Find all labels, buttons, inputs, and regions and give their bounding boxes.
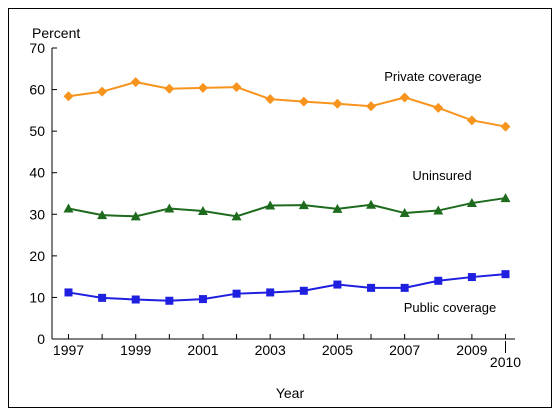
data-point-public-coverage [131,295,140,304]
data-point-public-coverage [501,270,510,279]
data-point-uninsured [265,200,276,210]
series-line-uninsured [68,197,506,218]
data-point-private-coverage [97,86,108,97]
y-tick-label: 40 [29,165,45,181]
data-point-public-coverage [266,288,275,297]
series-label-uninsured: Uninsured [412,168,471,183]
data-point-private-coverage [298,96,309,107]
data-point-private-coverage [197,82,208,93]
data-point-public-coverage [299,286,308,295]
y-tick-label: 20 [29,248,45,264]
y-tick-label: 70 [29,40,45,56]
data-point-uninsured [466,198,477,208]
axes: 0 10 20 30 40 50 60 70 1997 1999 2001 2003 2005 2007 2… [29,40,521,370]
data-point-uninsured [366,199,377,209]
y-tick-label: 30 [29,206,45,222]
data-point-private-coverage [130,77,141,88]
x-tick-label: 2010 [490,354,521,370]
data-point-private-coverage [63,91,74,102]
series-layer [63,77,511,305]
series-line-public-coverage [68,273,506,302]
y-tick-label: 10 [29,289,45,305]
data-point-uninsured [130,211,141,221]
x-tick-label: 2001 [187,342,218,358]
x-tick-label: 2007 [389,342,420,358]
series-label-public-coverage: Public coverage [404,300,497,315]
y-axis-title: Percent [32,25,80,41]
data-point-private-coverage [265,94,276,105]
x-axis-title: Year [276,385,305,401]
data-point-uninsured [63,203,74,213]
data-point-uninsured [97,210,108,220]
data-point-public-coverage [333,280,342,289]
data-point-public-coverage [232,289,241,298]
data-point-public-coverage [98,293,107,302]
x-tick-label: 1999 [120,342,151,358]
data-point-private-coverage [466,115,477,126]
y-tick-label: 50 [29,123,45,139]
data-point-public-coverage [165,296,174,305]
data-point-private-coverage [164,83,175,94]
data-point-private-coverage [399,92,410,103]
series-line-private-coverage [68,81,506,128]
data-point-uninsured [433,205,444,215]
y-tick-label: 60 [29,82,45,98]
x-tick-label: 2003 [255,342,286,358]
data-point-private-coverage [433,102,444,113]
data-point-uninsured [164,203,175,213]
data-point-public-coverage [64,288,73,297]
data-point-uninsured [231,211,242,221]
y-tick-label: 0 [37,331,45,347]
series-label-private-coverage: Private coverage [384,69,482,84]
chart-frame [8,8,552,408]
x-tick-label: 1997 [53,342,84,358]
data-point-private-coverage [332,98,343,109]
data-point-public-coverage [467,273,476,282]
data-point-public-coverage [367,283,376,292]
data-point-uninsured [332,203,343,213]
data-point-public-coverage [400,283,409,292]
data-point-public-coverage [198,295,207,304]
data-point-private-coverage [500,121,511,132]
data-point-uninsured [197,205,208,215]
data-point-uninsured [500,193,511,203]
data-point-uninsured [298,200,309,210]
data-point-private-coverage [366,101,377,112]
data-point-uninsured [399,208,410,218]
x-tick-label: 2009 [456,342,487,358]
x-tick-label: 2005 [322,342,353,358]
data-point-private-coverage [231,82,242,93]
data-point-public-coverage [434,276,443,285]
